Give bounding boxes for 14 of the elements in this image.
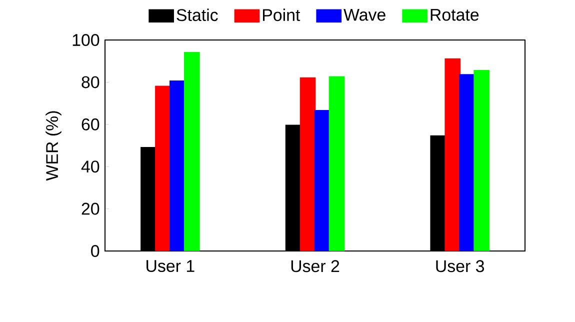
x-tick-label: User 1 [146,260,194,272]
y-tick-label: 0 [91,245,100,257]
y-tick-label: 60 [82,118,100,130]
y-tick-label: 20 [82,202,100,215]
y-tick-label: 80 [82,76,100,88]
x-tick-label: User 3 [436,260,484,272]
legend-label: Wave [344,8,386,21]
y-axis-title: WER (%) [46,111,62,181]
y-tick-label: 100 [72,34,100,46]
y-tick-label: 40 [81,160,100,173]
x-tick-label: User 2 [291,260,340,272]
legend-label: Rotate [430,8,479,21]
legend-label: Static [176,8,218,22]
legend-label: Point [263,8,300,22]
